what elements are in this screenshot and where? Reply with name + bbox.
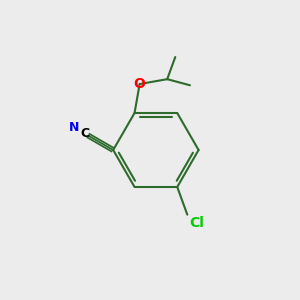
Text: C: C — [81, 127, 90, 140]
Text: Cl: Cl — [189, 216, 204, 230]
Text: N: N — [68, 121, 79, 134]
Text: O: O — [134, 77, 146, 91]
